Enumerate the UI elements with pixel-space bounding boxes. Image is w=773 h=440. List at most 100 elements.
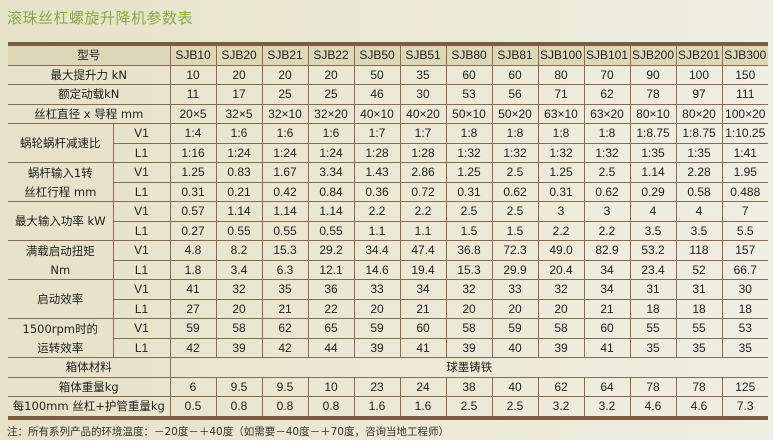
table-cell: 20: [353, 298, 401, 319]
table-cell: 3.5: [675, 220, 723, 241]
table-cell: 53.2: [629, 240, 677, 261]
table-cell: 58: [445, 318, 493, 339]
table-cell: 1:28: [353, 142, 401, 163]
table-row: 1500rpm时的 V1 59 58 62 65 59 60 58 59 58 60 55 55 53: [8, 318, 768, 339]
table-cell: 20: [215, 64, 263, 85]
table-cell: 59: [353, 318, 401, 339]
table-cell: 4: [629, 201, 677, 222]
table-cell: 0.31: [445, 181, 493, 202]
table-cell: 64: [583, 376, 631, 397]
table-row: 箱体材料 球墨铸铁: [8, 357, 768, 378]
table-cell: 72.3: [491, 240, 539, 261]
table-cell: 21: [583, 298, 631, 319]
table-cell: 30: [721, 279, 768, 300]
table-cell: 0.8: [307, 396, 355, 418]
table-row: 型号 SJB10 SJB20 SJB21 SJB22 SJB50 SJB51 SJB80 SJB…: [8, 43, 768, 66]
table-cell: 0.58: [675, 181, 723, 202]
table-cell: 62: [583, 84, 631, 105]
table-cell: 1.8: [169, 259, 217, 280]
table-cell: 0.31: [537, 181, 585, 202]
table-cell: 20: [445, 298, 493, 319]
table-cell: 34: [583, 259, 631, 280]
row-label: 额定动载kN: [8, 84, 171, 105]
table-cell: 2.5: [491, 162, 539, 183]
table-row: L1 0.27 0.55 0.55 0.55 1.1 1.1 1.5 1.5 2.2 2.2 3.5 3…: [8, 220, 768, 241]
table-cell: 3: [583, 201, 631, 222]
table-cell: 71: [537, 84, 585, 105]
model-header: SJB22: [307, 43, 355, 66]
table-cell: 90: [629, 64, 677, 85]
table-cell: 1:32: [445, 142, 493, 163]
sub-label: V1: [112, 162, 171, 183]
table-cell: 18: [629, 298, 677, 319]
table-cell: 1:16: [169, 142, 217, 163]
table-row: 箱体重量kg 6 9.5 9.5 10 23 24 38 40 62 64 78 78 125: [8, 376, 768, 397]
table-cell: 19.4: [399, 259, 447, 280]
table-cell: 32×5: [215, 103, 263, 124]
sub-label: L1: [112, 337, 171, 358]
table-cell: 125: [721, 376, 768, 397]
group-label: 满载启动扭矩: [8, 240, 114, 260]
sub-label: V1: [112, 201, 171, 222]
model-header: SJB20: [215, 43, 263, 66]
row-label: 每100mm 丝杠+护管重量kg: [8, 396, 171, 418]
table-cell: 35: [399, 64, 447, 85]
table-cell: 58: [537, 318, 585, 339]
table-cell: 1.6: [353, 396, 401, 418]
table-cell: 1.14: [307, 201, 355, 222]
table-cell: 17: [215, 84, 263, 105]
table-cell: 32: [215, 279, 263, 300]
table-cell: 35: [675, 337, 723, 358]
sub-label: L1: [113, 220, 171, 241]
table-cell: 11: [169, 84, 217, 105]
group-label: 启动效率: [8, 279, 114, 319]
table-cell: 3.2: [583, 396, 631, 418]
page-title: 滚珠丝杠螺旋升降机参数表: [7, 9, 194, 27]
table-cell: 100: [675, 64, 723, 85]
table-cell: 35: [629, 337, 677, 358]
table-cell: 78: [675, 376, 723, 397]
table-cell: 20×5: [169, 103, 217, 124]
table-cell: 38: [445, 376, 493, 397]
table-cell: 1:6: [261, 123, 309, 144]
table-row: 蜗杆输入1转 V1 1.25 0.83 1.67 3.34 1.43 2.86 1.25 2.5 1…: [8, 162, 768, 183]
table-cell: 100×20: [721, 103, 768, 124]
table-cell: 0.36: [353, 181, 401, 202]
table-cell: 60: [399, 318, 447, 339]
table-cell: 9.5: [215, 376, 263, 397]
table-cell: 41: [169, 279, 217, 300]
table-row: 蜗轮蜗杆减速比 V1 1:4 1:6 1:6 1:6 1:7 1:7 1:8 1:8 1:8 1:8 1…: [8, 123, 768, 163]
table-cell: 97: [675, 84, 723, 105]
table-cell: 15.3: [261, 240, 309, 261]
table-row: 丝杠直径 x 导程 mm 20×5 32×5 32×10 32×20 40×10 40×20…: [8, 103, 768, 124]
table-cell: 0.42: [261, 181, 309, 202]
table-cell: 21: [399, 298, 447, 319]
table-cell: 1:24: [307, 142, 355, 163]
table-cell: 0.21: [215, 181, 263, 202]
table-row: L1 1:16 1:24 1:24 1:24 1:28 1:28 1:32 1:32 1:32 1:…: [8, 142, 768, 163]
table-cell: 20: [491, 298, 539, 319]
table-cell: 1:8.75: [629, 123, 677, 144]
material-label: 箱体材料: [8, 357, 171, 378]
footnote: 注：所有系列产品的环境温度：－20度－＋40度（如需要－40度－＋70度，咨询当…: [7, 426, 449, 438]
model-header: SJB201: [675, 43, 723, 66]
table-cell: 29.2: [307, 240, 355, 261]
table-cell: 80×20: [675, 103, 723, 124]
table-cell: 0.55: [307, 220, 355, 241]
table-cell: 80: [537, 64, 585, 85]
table-cell: 30: [399, 84, 447, 105]
table-cell: 46: [353, 84, 401, 105]
table-cell: 20.4: [537, 259, 585, 280]
table-cell: 3.34: [307, 162, 355, 183]
table-cell: 3.4: [215, 259, 263, 280]
table-cell: 59: [169, 318, 217, 339]
table-cell: 33: [353, 279, 401, 300]
model-header: SJB200: [629, 43, 677, 66]
table-cell: 55: [629, 318, 677, 339]
table-cell: 20: [537, 298, 585, 319]
row-label: 丝杠直径 x 导程 mm: [8, 103, 171, 124]
sub-label: V1: [112, 240, 171, 261]
table-cell: 1.5: [445, 220, 493, 241]
table-cell: 0.72: [399, 181, 447, 202]
table-cell: 20: [215, 298, 263, 319]
